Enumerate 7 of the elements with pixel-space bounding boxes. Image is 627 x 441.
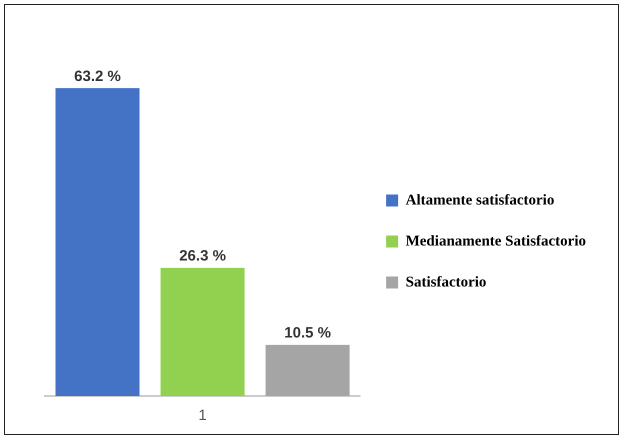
data-label: 10.5 %	[284, 324, 331, 342]
x-tick-label: 1	[198, 407, 207, 424]
data-label: 26.3 %	[179, 248, 226, 265]
data-label: 63.2 %	[74, 68, 121, 85]
legend-label: Medianamente Satisfactorio	[406, 233, 586, 250]
legend-label: Satisfactorio	[406, 274, 486, 290]
legend-label: Altamente satisfactorio	[406, 192, 554, 208]
